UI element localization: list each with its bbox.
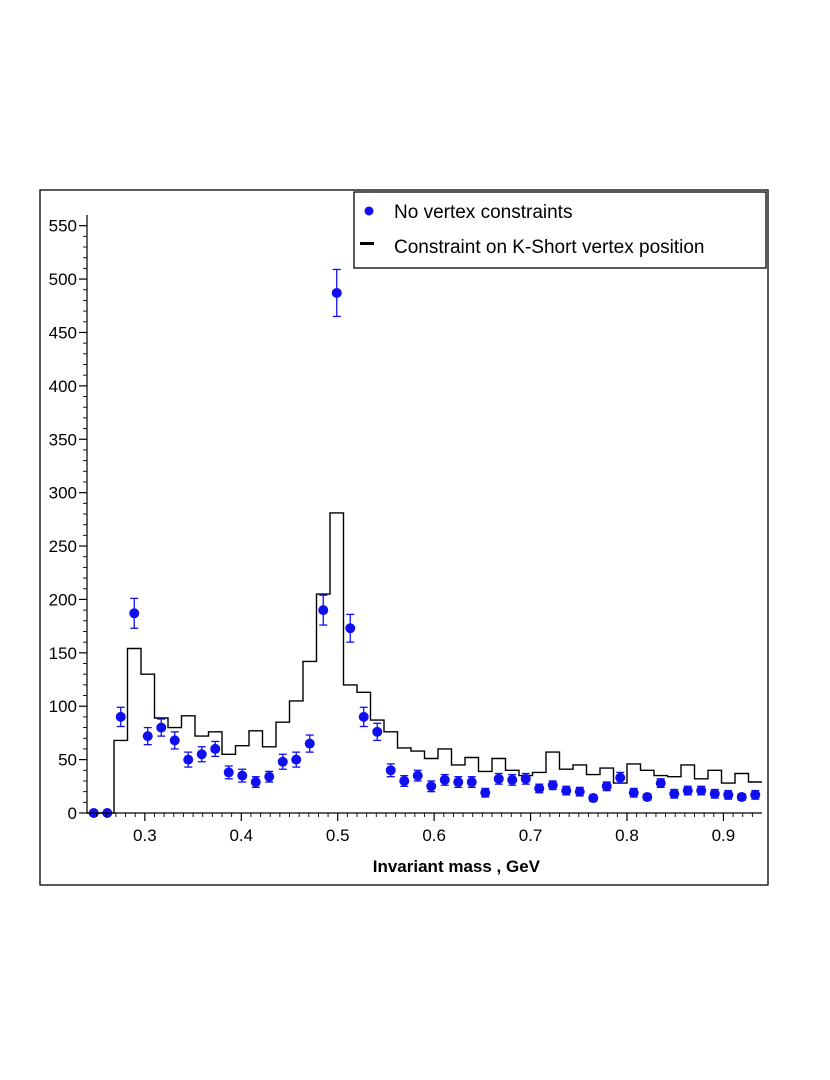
data-point [750, 789, 761, 800]
y-tick-label: 250 [49, 537, 77, 556]
data-point [615, 772, 626, 783]
y-tick-label: 550 [49, 217, 77, 236]
y-tick-label: 350 [49, 430, 77, 449]
data-point [169, 735, 180, 746]
data-point [655, 778, 666, 789]
data-point [561, 785, 572, 796]
data-point [115, 711, 126, 722]
legend-label-points: No vertex constraints [394, 202, 572, 223]
data-point [628, 787, 639, 798]
data-point [399, 775, 410, 786]
y-tick-label: 100 [49, 697, 77, 716]
y-tick-label: 150 [49, 644, 77, 663]
y-tick-label: 0 [68, 804, 77, 823]
y-tick-label: 300 [49, 484, 77, 503]
data-point [358, 711, 369, 722]
data-point [453, 777, 464, 788]
data-point [507, 774, 518, 785]
legend: No vertex constraints Constraint on K-Sh… [353, 191, 767, 269]
data-point [291, 754, 302, 765]
x-tick-label: 0.6 [422, 826, 446, 845]
data-point [426, 781, 437, 792]
data-point [264, 771, 275, 782]
data-point [696, 785, 707, 796]
data-point [601, 781, 612, 792]
data-point [210, 743, 221, 754]
data-point [345, 623, 356, 634]
data-point [412, 770, 423, 781]
data-point [372, 726, 383, 737]
data-point [723, 789, 734, 800]
data-point [439, 774, 450, 785]
y-tick-label: 200 [49, 590, 77, 609]
x-tick-label: 0.9 [712, 826, 736, 845]
points-layer [88, 268, 761, 818]
data-point [277, 756, 288, 767]
histogram-layer [87, 512, 762, 814]
legend-marker-points [364, 206, 374, 216]
histogram-step-line [87, 512, 762, 814]
legend-label-histogram: Constraint on K-Short vertex position [394, 237, 705, 258]
data-point [642, 791, 653, 802]
data-point [223, 767, 234, 778]
axes-layer: 0 50 100 150 200 250 300 350 400 450 500 550 0.3 0.4 0… [49, 215, 762, 845]
plot-frame [39, 189, 769, 886]
data-point [250, 777, 261, 788]
data-point [669, 788, 680, 799]
data-point [574, 786, 585, 797]
data-point [331, 287, 342, 298]
x-tick-label: 0.4 [229, 826, 253, 845]
y-tick-label: 400 [49, 377, 77, 396]
data-point [142, 731, 153, 742]
y-tick-label: 450 [49, 323, 77, 342]
legend-box [353, 191, 767, 269]
x-tick-label: 0.3 [133, 826, 157, 845]
data-point [534, 783, 545, 794]
data-point [318, 605, 329, 616]
data-point [385, 765, 396, 776]
data-point [183, 754, 194, 765]
x-tick-label: 0.5 [326, 826, 350, 845]
data-point [520, 773, 531, 784]
x-tick-label: 0.8 [615, 826, 639, 845]
x-axis-title: Invariant mass , GeV [373, 857, 541, 876]
data-point [682, 785, 693, 796]
y-tick-label: 50 [58, 751, 77, 770]
legend-marker-histogram [360, 242, 374, 245]
y-tick-label: 500 [49, 270, 77, 289]
data-point [304, 738, 315, 749]
data-point [237, 770, 248, 781]
data-point [547, 780, 558, 791]
x-tick-label: 0.7 [519, 826, 543, 845]
data-point [736, 791, 747, 802]
data-point [493, 773, 504, 784]
data-point [480, 787, 491, 798]
data-point [588, 793, 599, 804]
data-point [156, 722, 167, 733]
data-point [129, 608, 140, 619]
data-point [709, 788, 720, 799]
data-point [466, 777, 477, 788]
data-point [196, 749, 207, 760]
